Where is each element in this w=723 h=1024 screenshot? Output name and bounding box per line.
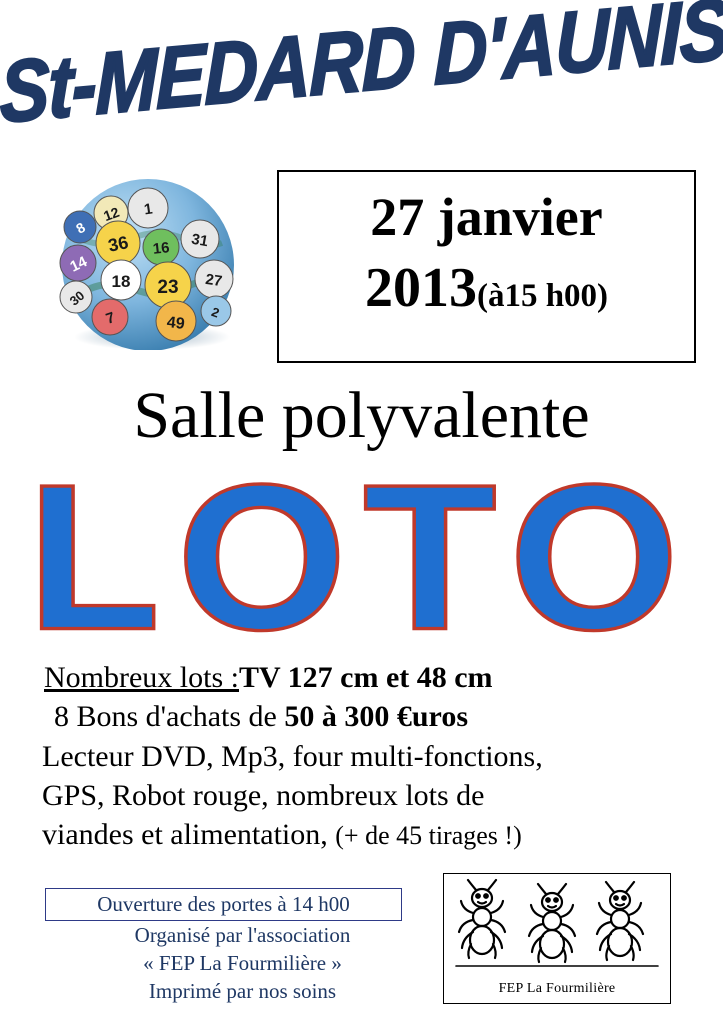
svg-text:16: 16 bbox=[152, 239, 170, 258]
prize-row-1: Nombreux lots :TV 127 cm et 48 cm bbox=[38, 658, 698, 697]
prize-meat-food: viandes et alimentation, bbox=[42, 818, 336, 852]
logo-caption: FEP La Fourmilière bbox=[498, 981, 616, 996]
prize-row-3: Lecteur DVD, Mp3, four multi-fonctions, bbox=[42, 739, 543, 773]
prize-list: Nombreux lots :TV 127 cm et 48 cm 8 Bons… bbox=[38, 658, 698, 854]
date-year-time: 2013(à15 h00) bbox=[279, 256, 694, 320]
prize-vouchers-pre: 8 Bons d'achats de bbox=[54, 700, 285, 734]
lottery-balls-image: 1 12 8 36 16 31 14 18 23 27 30 7 49 2 bbox=[48, 175, 263, 350]
prize-label: Nombreux lots : bbox=[44, 661, 239, 694]
svg-text:1: 1 bbox=[143, 200, 154, 218]
prize-row-4: GPS, Robot rouge, nombreux lots de bbox=[42, 778, 485, 812]
venue-text: Salle polyvalente bbox=[133, 379, 590, 452]
svg-text:23: 23 bbox=[157, 277, 178, 298]
organizer-line-2: « FEP La Fourmilière » bbox=[143, 950, 342, 975]
prize-row-2: 8 Bons d'achats de 50 à 300 €uros bbox=[38, 697, 698, 736]
svg-text:18: 18 bbox=[112, 272, 131, 291]
ants-logo-icon bbox=[455, 878, 659, 967]
organizer-line-1: Organisé par l'association bbox=[134, 923, 351, 947]
prize-vouchers-currency: €uros bbox=[396, 700, 469, 734]
svg-text:27: 27 bbox=[204, 271, 223, 290]
svg-text:14: 14 bbox=[67, 253, 90, 276]
svg-text:12: 12 bbox=[101, 204, 121, 224]
page-title: St-MEDARD D'AUNIS bbox=[0, 0, 723, 142]
event-title: LOTO bbox=[26, 442, 696, 674]
date-day-month: 27 janvier bbox=[370, 187, 603, 247]
svg-text:31: 31 bbox=[190, 231, 209, 251]
date-time: (à15 h00) bbox=[476, 278, 609, 314]
prize-draws-count: (+ de 45 tirages !) bbox=[335, 821, 522, 851]
date-year: 2013 bbox=[364, 257, 477, 319]
doors-open-box: Ouverture des portes à 14 h00 bbox=[45, 888, 402, 921]
organizer-block: Organisé par l'association « FEP La Four… bbox=[45, 922, 440, 1006]
date-box: 27 janvier 2013(à15 h00) bbox=[277, 170, 696, 363]
association-logo-box: FEP La Fourmilière bbox=[443, 873, 671, 1004]
lottery-balls-svg: 1 12 8 36 16 31 14 18 23 27 30 7 49 2 bbox=[59, 179, 234, 350]
event-title-area: LOTO bbox=[0, 453, 723, 664]
organizer-line-3: Imprimé par nos soins bbox=[148, 978, 337, 1003]
svg-text:2: 2 bbox=[210, 304, 222, 321]
prize-vouchers-amount: 50 à 300 bbox=[284, 700, 397, 734]
prize-tv: TV 127 cm et 48 cm bbox=[239, 661, 493, 694]
prize-row-5: viandes et alimentation, (+ de 45 tirage… bbox=[38, 815, 698, 854]
poster-title-area: St-MEDARD D'AUNIS bbox=[0, 0, 723, 142]
svg-text:36: 36 bbox=[106, 232, 130, 256]
svg-text:49: 49 bbox=[166, 314, 186, 333]
